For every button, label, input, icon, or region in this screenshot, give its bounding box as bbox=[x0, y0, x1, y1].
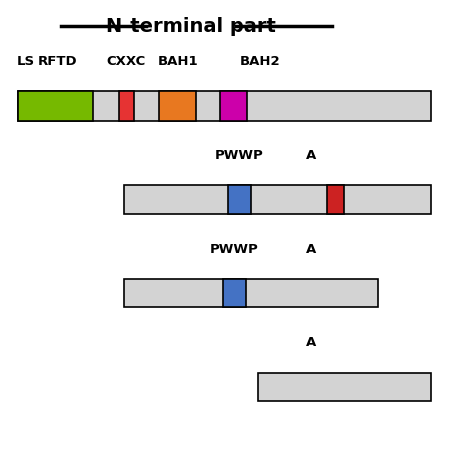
Bar bbox=[159, 91, 196, 121]
Bar bbox=[18, 91, 92, 121]
Text: A: A bbox=[306, 337, 316, 349]
Text: RFTD: RFTD bbox=[38, 55, 78, 68]
Bar bbox=[258, 373, 431, 401]
Bar bbox=[18, 91, 431, 121]
Text: LS: LS bbox=[17, 55, 35, 68]
Text: CXXC: CXXC bbox=[107, 55, 146, 68]
Text: BAH2: BAH2 bbox=[240, 55, 281, 68]
Bar bbox=[223, 279, 246, 307]
Bar bbox=[119, 91, 134, 121]
Bar bbox=[125, 279, 378, 307]
Text: A: A bbox=[306, 149, 316, 162]
Bar bbox=[228, 185, 251, 214]
Text: A: A bbox=[306, 243, 316, 256]
Text: BAH1: BAH1 bbox=[157, 55, 198, 68]
Text: PWWP: PWWP bbox=[210, 243, 259, 256]
Bar bbox=[125, 185, 431, 214]
Bar bbox=[220, 91, 247, 121]
Bar bbox=[327, 185, 344, 214]
Text: PWWP: PWWP bbox=[215, 149, 264, 162]
Text: N-terminal part: N-terminal part bbox=[106, 17, 276, 36]
